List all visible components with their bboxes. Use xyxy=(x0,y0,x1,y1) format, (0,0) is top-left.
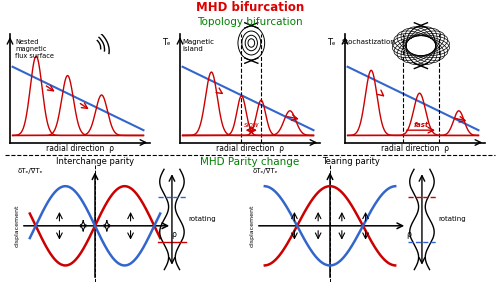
Text: δTₑ/∇Tₑ: δTₑ/∇Tₑ xyxy=(18,168,44,174)
X-axis label: radial direction  ρ: radial direction ρ xyxy=(381,144,449,153)
Text: δTₑ/∇Tₑ: δTₑ/∇Tₑ xyxy=(253,168,278,174)
Text: displacement: displacement xyxy=(250,205,254,247)
Text: ρ: ρ xyxy=(171,230,175,239)
Text: Nested
magnetic
flux surface: Nested magnetic flux surface xyxy=(15,38,54,59)
Y-axis label: Tₑ: Tₑ xyxy=(327,38,335,47)
Text: Topology bifurcation: Topology bifurcation xyxy=(197,17,303,27)
Text: Interchange parity: Interchange parity xyxy=(56,157,134,166)
Text: fast: fast xyxy=(414,123,428,129)
Y-axis label: Tₑ: Tₑ xyxy=(162,38,170,47)
Text: rotating: rotating xyxy=(188,216,216,223)
X-axis label: radial direction  ρ: radial direction ρ xyxy=(216,144,284,153)
X-axis label: radial direction  ρ: radial direction ρ xyxy=(46,144,114,153)
Text: Stochastization: Stochastization xyxy=(341,38,395,44)
Text: Tearing parity: Tearing parity xyxy=(322,157,380,166)
Text: ρ: ρ xyxy=(406,230,410,239)
Text: rotating: rotating xyxy=(438,216,466,223)
Text: Magnetic
island: Magnetic island xyxy=(182,38,214,52)
Text: displacement: displacement xyxy=(14,205,20,247)
Text: MHD Parity change: MHD Parity change xyxy=(200,157,300,167)
Text: slow: slow xyxy=(244,123,259,129)
Text: MHD bifurcation: MHD bifurcation xyxy=(196,1,304,15)
